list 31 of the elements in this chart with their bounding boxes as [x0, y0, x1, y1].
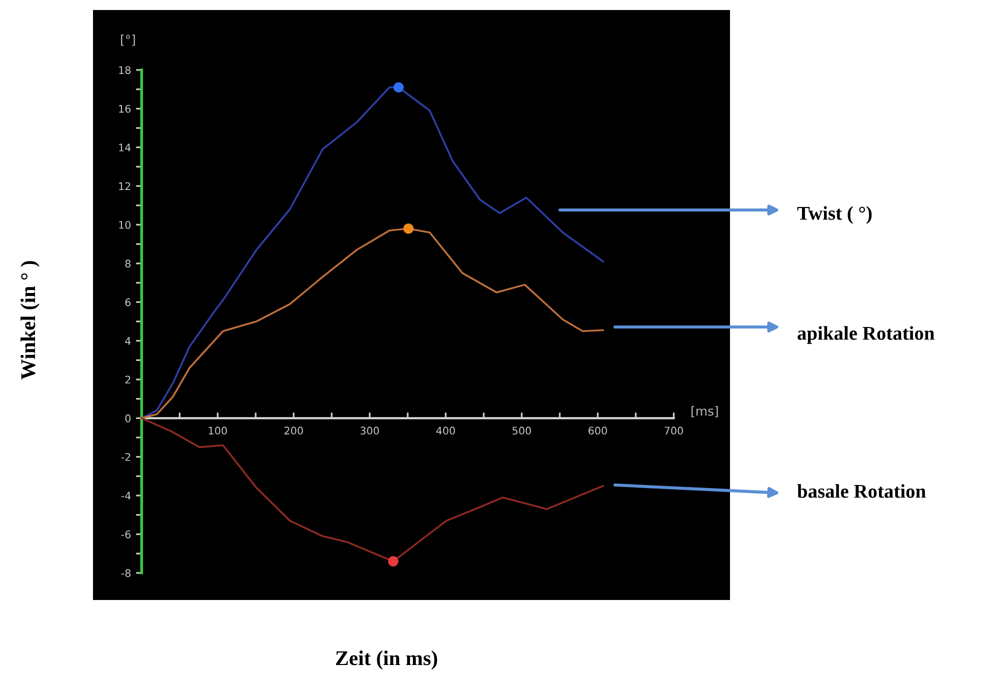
y-tick-label: 2 — [125, 376, 130, 384]
x-tick-label: 300 — [360, 426, 379, 435]
x-tick-label: 700 — [664, 426, 683, 435]
text: apikale Rotation — [798, 326, 934, 344]
point — [403, 223, 414, 234]
y-tick-label: -8 — [121, 569, 131, 578]
y-axis-title: Winkel (in ° ) — [20, 261, 40, 380]
y-tick-label: 14 — [119, 144, 131, 152]
x-axis-title: Zeit (in ms) — [336, 650, 438, 670]
y-tick-label: 8 — [125, 260, 131, 268]
annotation: [°] — [121, 34, 135, 46]
y-tick-label: 4 — [125, 337, 131, 345]
text: basale Rotation — [797, 484, 926, 498]
y-tick-label: 18 — [119, 66, 131, 74]
y-tick-label: -4 — [121, 492, 131, 500]
x-tick-label: 100 — [208, 426, 227, 435]
annotation: [ms] — [692, 406, 718, 418]
x-tick-label: 400 — [436, 426, 455, 435]
y-tick-label: 12 — [119, 182, 130, 190]
y-tick-label: 16 — [119, 104, 131, 113]
x-tick-label: 600 — [588, 426, 607, 435]
y-tick-label: -6 — [121, 530, 131, 538]
y-tick-label: -2 — [121, 453, 130, 461]
x-tick-label: 200 — [284, 426, 303, 435]
y-tick-label: 0 — [125, 414, 131, 422]
x-tick-label: 500 — [512, 426, 531, 435]
y-tick-label: 10 — [119, 220, 131, 229]
point — [393, 82, 404, 93]
point — [388, 556, 398, 566]
text: Twist ( °) — [797, 206, 872, 224]
y-tick-label: 6 — [125, 298, 131, 306]
